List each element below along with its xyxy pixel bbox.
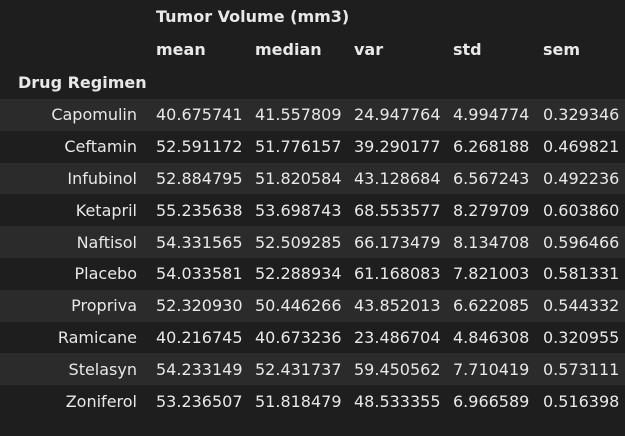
row-label: Zoniferol [65,391,137,411]
cell-mean: 40.216745 [156,327,243,347]
column-header-mean: mean [156,40,206,59]
header-blank-cell [444,66,534,99]
table-row: Ketapril 55.235638 53.698743 68.553577 8.279… [0,194,625,227]
table-row: Ramicane 40.216745 40.673236 23.486704 4.846… [0,321,625,354]
cell-std: 6.966589 [453,391,530,411]
row-label: Ceftamin [64,137,137,157]
cell-std: 6.268188 [453,137,530,157]
cell-sem: 0.596466 [543,232,620,252]
cell-var: 68.553577 [354,200,441,220]
cell-median: 41.557809 [255,105,342,125]
cell-sem: 0.320955 [543,327,620,347]
cell-median: 51.818479 [255,391,342,411]
cell-var: 23.486704 [354,327,441,347]
header-blank-cell [0,33,147,66]
column-header-median: median [255,40,322,59]
table-body: Capomulin 40.675741 41.557809 24.947764 4.99… [0,99,625,417]
cell-mean: 52.884795 [156,168,243,188]
cell-std: 8.279709 [453,200,530,220]
cell-var: 43.852013 [354,296,441,316]
header-row-stats: mean median var std sem [0,33,625,66]
header-blank-cell [147,66,246,99]
header-blank-cell [246,66,345,99]
cell-sem: 0.573111 [543,359,620,379]
cell-sem: 0.603860 [543,200,620,220]
header-row-top: Tumor Volume (mm3) [0,0,625,33]
row-label: Stelasyn [68,359,137,379]
table-row: Infubinol 52.884795 51.820584 43.128684 6.56… [0,162,625,195]
column-header-sem: sem [543,40,581,59]
cell-std: 4.846308 [453,327,530,347]
cell-std: 6.622085 [453,296,530,316]
cell-median: 52.288934 [255,264,342,284]
summary-statistics-table: Tumor Volume (mm3) mean median var std s… [0,0,625,417]
cell-var: 24.947764 [354,105,441,125]
cell-sem: 0.329346 [543,105,620,125]
cell-var: 59.450562 [354,359,441,379]
cell-mean: 52.591172 [156,137,243,157]
table-row: Placebo 54.033581 52.288934 61.168083 7.8210… [0,257,625,290]
cell-std: 4.994774 [453,105,530,125]
cell-sem: 0.581331 [543,264,620,284]
cell-mean: 53.236507 [156,391,243,411]
cell-mean: 54.331565 [156,232,243,252]
table-row: Naftisol 54.331565 52.509285 66.173479 8.134… [0,226,625,258]
row-label: Capomulin [51,105,137,125]
cell-mean: 40.675741 [156,105,243,125]
cell-sem: 0.492236 [543,168,620,188]
row-label: Ketapril [75,200,137,220]
row-label: Placebo [74,264,137,284]
cell-std: 8.134708 [453,232,530,252]
table-row: Ceftamin 52.591172 51.776157 39.290177 6.268… [0,130,625,163]
cell-mean: 54.033581 [156,264,243,284]
cell-median: 50.446266 [255,296,342,316]
cell-median: 51.820584 [255,168,342,188]
cell-sem: 0.516398 [543,391,620,411]
header-blank-cell [0,0,147,33]
cell-median: 52.431737 [255,359,342,379]
cell-sem: 0.544332 [543,296,620,316]
column-header-std: std [453,40,482,59]
table-row: Propriva 52.320930 50.446266 43.852013 6.622… [0,289,625,322]
cell-std: 7.821003 [453,264,530,284]
cell-var: 43.128684 [354,168,441,188]
header-blank-cell [345,66,444,99]
cell-std: 7.710419 [453,359,530,379]
table-row: Zoniferol 53.236507 51.818479 48.533355 6.96… [0,385,625,417]
table-row: Stelasyn 54.233149 52.431737 59.450562 7.710… [0,353,625,386]
column-header-var: var [354,40,384,59]
cell-median: 52.509285 [255,232,342,252]
cell-median: 53.698743 [255,200,342,220]
row-label: Ramicane [57,327,137,347]
header-row-index-name: Drug Regimen [0,66,625,99]
top-level-column-header: Tumor Volume (mm3) [156,7,350,26]
cell-std: 6.567243 [453,168,530,188]
cell-sem: 0.469821 [543,137,620,157]
cell-median: 51.776157 [255,137,342,157]
row-label: Naftisol [76,232,137,252]
row-label: Propriva [71,296,137,316]
index-name-header: Drug Regimen [18,73,147,92]
cell-median: 40.673236 [255,327,342,347]
cell-var: 39.290177 [354,137,441,157]
cell-var: 48.533355 [354,391,441,411]
cell-var: 66.173479 [354,232,441,252]
row-label: Infubinol [67,168,137,188]
header-blank-cell [534,66,625,99]
cell-mean: 52.320930 [156,296,243,316]
cell-mean: 55.235638 [156,200,243,220]
cell-mean: 54.233149 [156,359,243,379]
table-row: Capomulin 40.675741 41.557809 24.947764 4.99… [0,99,625,131]
cell-var: 61.168083 [354,264,441,284]
